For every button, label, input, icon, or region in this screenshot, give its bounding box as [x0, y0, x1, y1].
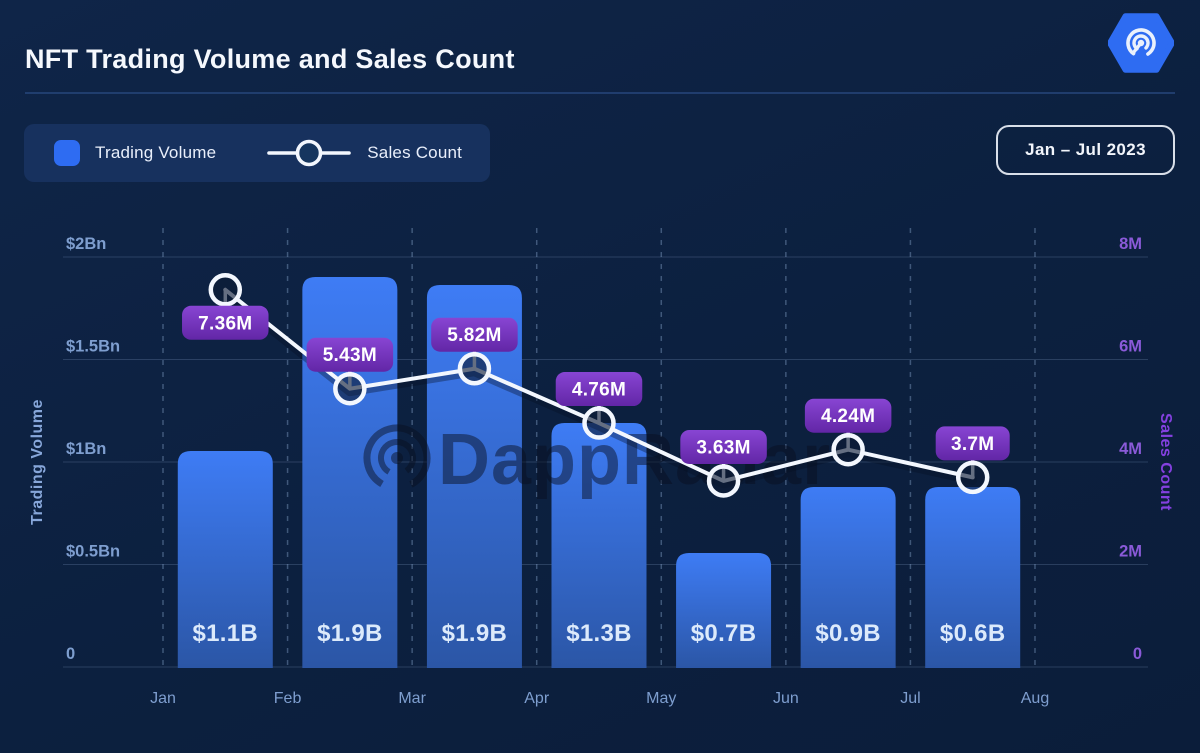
- right-tick-2m: 2M: [1119, 543, 1142, 561]
- legend-trading-volume-label: Trading Volume: [95, 143, 217, 162]
- sales-badge-apr: [555, 372, 643, 407]
- left-tick-0: 0: [66, 645, 75, 663]
- chart-legend: Trading Volume Sales Count: [24, 124, 490, 182]
- watermark: DappRadar: [363, 420, 831, 500]
- sales-badge-label-feb: 5.43M: [323, 345, 377, 366]
- watermark-logo-icon: [363, 424, 431, 492]
- legend-sales-count-label: Sales Count: [367, 143, 463, 162]
- sales-badge-may: [680, 429, 767, 464]
- sales-badge-jun: [804, 398, 892, 433]
- bar-label-jan: $1.1B: [193, 620, 259, 647]
- sales-badge-label-jun: 4.24M: [821, 406, 875, 427]
- month-label-mar: Mar: [398, 690, 426, 707]
- sales-badge-feb: [306, 337, 394, 372]
- axis-title-sales-count: Sales Count: [1157, 413, 1174, 511]
- axis-title-trading-volume: Trading Volume: [29, 399, 46, 525]
- month-label-jul: Jul: [900, 690, 920, 707]
- bar-label-mar: $1.9B: [442, 620, 508, 647]
- bar-apr: [551, 423, 647, 668]
- month-label-jan: Jan: [150, 690, 176, 707]
- bar-label-feb: $1.9B: [317, 620, 383, 647]
- right-tick-0: 0: [1133, 645, 1142, 663]
- left-tick-05bn: $0.5Bn: [66, 543, 120, 561]
- right-tick-4m: 4M: [1119, 440, 1142, 458]
- sales-badge-label-apr: 4.76M: [572, 380, 626, 401]
- sales-badge-jan: [182, 305, 269, 340]
- sales-badge-label-jul: 3.7M: [951, 434, 994, 455]
- page-title: NFT Trading Volume and Sales Count: [25, 44, 515, 75]
- left-tick-2bn: $2Bn: [66, 235, 106, 253]
- bar-jul: [925, 487, 1021, 668]
- left-tick-1bn: $1Bn: [66, 440, 106, 458]
- sales-point-jun: [831, 432, 865, 467]
- trading-volume-swatch-icon: [54, 140, 80, 166]
- bar-label-apr: $1.3B: [566, 620, 632, 647]
- sales-badge-jul: [935, 426, 1010, 461]
- right-tick-6m: 6M: [1119, 338, 1142, 356]
- bar-jan: [177, 451, 273, 668]
- sales-point-jul: [955, 460, 990, 495]
- sales-badge-label-may: 3.63M: [696, 437, 750, 458]
- bar-may: [676, 553, 772, 668]
- sales-badge-mar: [431, 317, 518, 352]
- header-divider: [25, 92, 1175, 94]
- bar-jun: [800, 487, 896, 668]
- sales-badge-label-mar: 5.82M: [447, 325, 501, 346]
- month-label-may: May: [646, 690, 676, 707]
- sales-badge-label-jan: 7.36M: [198, 313, 252, 334]
- right-tick-8m: 8M: [1119, 235, 1142, 253]
- sales-point-jan: [208, 273, 243, 307]
- month-label-jun: Jun: [773, 690, 799, 707]
- month-label-aug: Aug: [1021, 690, 1049, 707]
- sales-point-apr: [582, 406, 616, 440]
- month-label-feb: Feb: [274, 690, 302, 707]
- bar-label-jun: $0.9B: [815, 620, 881, 647]
- sales-point-mar: [457, 351, 492, 386]
- date-range-badge: Jan – Jul 2023: [996, 125, 1175, 175]
- bar-mar: [426, 285, 522, 668]
- left-tick-15bn: $1.5Bn: [66, 338, 120, 356]
- sales-count-line-icon: [267, 139, 352, 167]
- sales-line: [223, 287, 975, 483]
- bar-label-jul: $0.6B: [940, 620, 1006, 647]
- sales-point-may: [706, 464, 741, 498]
- sales-point-feb: [333, 371, 367, 406]
- bar-label-may: $0.7B: [691, 620, 757, 647]
- watermark-text: DappRadar: [438, 420, 831, 500]
- sales-line-shadow: [220, 288, 978, 489]
- bar-feb: [302, 277, 398, 668]
- dappradar-logo-icon: [1108, 13, 1174, 73]
- month-label-apr: Apr: [524, 690, 550, 707]
